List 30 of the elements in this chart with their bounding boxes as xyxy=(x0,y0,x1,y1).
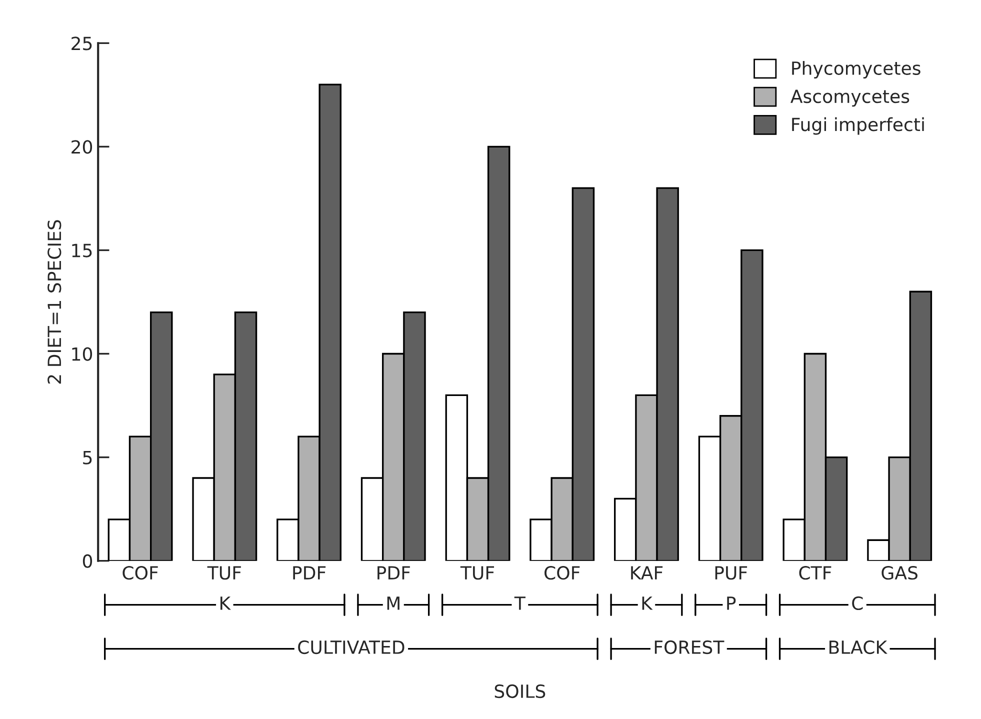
x-tick-label: TUF xyxy=(460,566,494,580)
text: M xyxy=(387,596,400,610)
text: C xyxy=(852,596,863,610)
text: BLACK xyxy=(829,640,888,654)
legend-label: Phycomycetes xyxy=(792,61,920,78)
x-tick-label: PDF xyxy=(293,566,326,580)
x-tick-label: PUF xyxy=(715,566,748,580)
y-axis-title: 2 DIET=1 SPECIES xyxy=(48,220,62,384)
x-tick-label: CTF xyxy=(799,566,832,580)
y-tick-label: 0 xyxy=(82,554,92,568)
y-tick-label: 10 xyxy=(72,347,92,361)
x-tick-label: TUF xyxy=(207,566,241,580)
y-tick-label: 15 xyxy=(72,244,92,258)
text: T xyxy=(514,596,526,610)
text: P xyxy=(727,596,736,610)
x-tick-label: PDF xyxy=(378,566,410,580)
text: K xyxy=(642,596,653,610)
text: CULTIVATED xyxy=(298,640,404,654)
x-tick-label: COF xyxy=(544,566,580,580)
x-tick-label: KAF xyxy=(631,566,663,580)
text: SOILS xyxy=(494,684,546,698)
y-tick-label: 5 xyxy=(83,450,92,464)
legend-label: Ascomycetes xyxy=(790,90,910,107)
legend-label: Fugi imperfecti xyxy=(792,117,924,135)
x-tick-label: GAS xyxy=(882,566,918,580)
y-tick-label: 25 xyxy=(72,36,92,50)
text: K xyxy=(220,596,231,610)
text: FOREST xyxy=(654,640,724,654)
y-tick-label: 20 xyxy=(72,140,92,154)
x-tick-label: COF xyxy=(122,566,158,580)
